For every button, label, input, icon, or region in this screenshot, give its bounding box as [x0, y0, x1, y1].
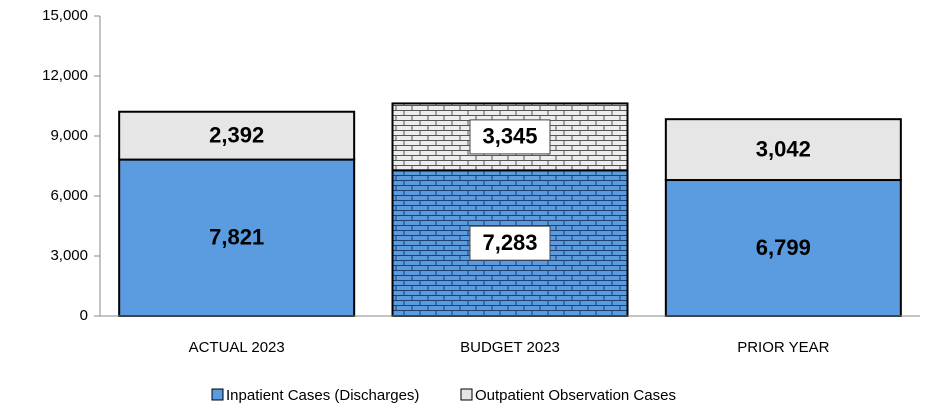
- legend-swatch: [460, 388, 473, 401]
- y-tick-label: 12,000: [42, 67, 88, 84]
- legend-label: Inpatient Cases (Discharges): [226, 387, 419, 404]
- y-tick-label: 0: [80, 307, 88, 324]
- x-tick-label: ACTUAL 2023: [189, 339, 285, 356]
- bar-segment: [664, 118, 902, 182]
- y-tick-label: 9,000: [50, 127, 88, 144]
- bar-segment: [664, 179, 902, 317]
- data-label: 6,799: [756, 235, 811, 260]
- x-tick-label: PRIOR YEAR: [737, 339, 829, 356]
- legend-swatch: [211, 388, 224, 401]
- data-label: 2,392: [209, 122, 264, 147]
- x-tick-label: BUDGET 2023: [460, 339, 560, 356]
- data-label: 3,345: [482, 124, 537, 149]
- data-label: 3,042: [756, 136, 811, 161]
- y-tick-label: 15,000: [42, 7, 88, 24]
- y-tick-label: 3,000: [50, 247, 88, 264]
- legend-label: Outpatient Observation Cases: [475, 387, 676, 404]
- y-tick-label: 6,000: [50, 187, 88, 204]
- data-label-box: [469, 225, 551, 261]
- data-label-box: [469, 119, 551, 155]
- bar-segment: [118, 110, 356, 161]
- data-label: 7,821: [209, 225, 264, 250]
- data-label: 7,283: [482, 230, 537, 255]
